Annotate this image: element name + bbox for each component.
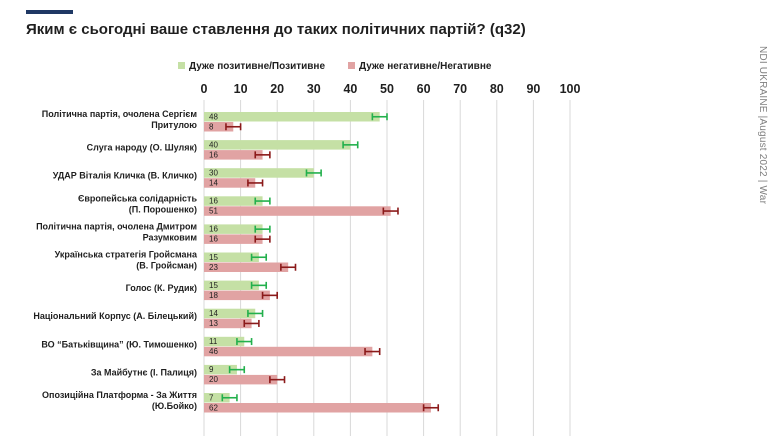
x-tick-label: 50 <box>380 82 394 96</box>
x-tick-label: 20 <box>270 82 284 96</box>
category-label-line: (В. Гройсман) <box>136 261 197 271</box>
bar-positive <box>204 336 245 347</box>
data-label-negative: 23 <box>209 263 218 272</box>
data-label-positive: 14 <box>209 309 218 318</box>
category-label: Політична партія, очолена Дмитром Разумко… <box>36 221 197 242</box>
bar-negative <box>204 178 256 188</box>
x-tick-label: 0 <box>201 82 208 96</box>
bar-negative <box>204 346 373 357</box>
bar-negative <box>204 150 263 160</box>
x-tick-label: 40 <box>343 82 357 96</box>
data-label-positive: 48 <box>209 112 218 121</box>
category-label-line: (П. Порошенко) <box>129 204 197 214</box>
x-tick-label: 100 <box>560 82 581 96</box>
category-label: УДАР Віталія Кличка (В. Кличко) <box>53 171 197 181</box>
bar-positive <box>204 196 263 206</box>
bar-positive <box>204 364 237 375</box>
data-label-positive: 11 <box>209 337 218 346</box>
bar-negative <box>204 234 263 244</box>
category-label: ВО “Батьківщина” (Ю. Тимошенко) <box>41 339 197 349</box>
bar-negative <box>204 262 289 272</box>
category-label-line: Українська стратегія Гройсмана <box>55 250 198 260</box>
bar-negative <box>204 403 431 413</box>
category-label: Слуга народу (О. Шуляк) <box>87 143 197 153</box>
legend-swatch-2 <box>348 62 355 69</box>
category-label-line: Слуга народу (О. Шуляк) <box>87 143 197 153</box>
bar-positive <box>204 393 230 403</box>
bar-negative <box>204 318 252 329</box>
bar-positive <box>204 140 351 150</box>
data-label-positive: 15 <box>209 253 218 262</box>
x-tick-label: 70 <box>453 82 467 96</box>
category-label-line: УДАР Віталія Кличка (В. Кличко) <box>53 171 197 181</box>
category-label: Голос (К. Рудик) <box>126 283 197 293</box>
data-label-negative: 62 <box>209 403 218 412</box>
data-label-positive: 7 <box>209 393 214 402</box>
data-label-negative: 18 <box>209 291 218 300</box>
category-label-line: Європейська солідарність <box>78 193 198 203</box>
category-label-line: Голос (К. Рудик) <box>126 283 197 293</box>
data-label-negative: 16 <box>209 235 218 244</box>
category-label-line: Опозиційна Платформа - За Життя <box>42 390 197 400</box>
legend-swatch-1 <box>178 62 185 69</box>
bar-positive <box>204 112 380 122</box>
data-label-positive: 16 <box>209 225 218 234</box>
legend-label-1: Дуже позитивне/Позитивне <box>189 61 325 72</box>
category-label: Опозиційна Платформа - За Життя (Ю.Бойко) <box>42 390 197 411</box>
accent-bar <box>26 10 73 14</box>
data-label-positive: 30 <box>209 169 218 178</box>
x-tick-label: 80 <box>490 82 504 96</box>
data-label-negative: 16 <box>209 150 218 159</box>
category-label-line: Політична партія, очолена Сергієм <box>42 109 198 119</box>
category-label-line: Національний Корпус (А. Білецький) <box>33 311 197 321</box>
category-label-line: За Майбутнє (І. Палиця) <box>91 367 197 377</box>
legend-label-2: Дуже негативне/Негативне <box>359 61 492 72</box>
bar-negative <box>204 374 278 385</box>
chart-title: Яким є сьогодні ваше ставлення до таких … <box>26 21 526 38</box>
category-label-line: Притулою <box>151 120 197 130</box>
bar-positive <box>204 168 314 178</box>
data-label-negative: 46 <box>209 347 218 356</box>
data-label-positive: 9 <box>209 365 214 374</box>
x-tick-label: 10 <box>234 82 248 96</box>
data-label-negative: 51 <box>209 207 218 216</box>
category-label-line: (Ю.Бойко) <box>152 401 197 411</box>
category-label: Політична партія, очолена Сергієм Притуло… <box>42 109 198 130</box>
bar-positive <box>204 280 259 291</box>
data-label-positive: 15 <box>209 281 218 290</box>
category-label-line: Разумковим <box>143 232 198 242</box>
category-label: Європейська солідарність (П. Порошенко) <box>78 193 198 214</box>
x-tick-label: 90 <box>526 82 540 96</box>
category-label: Національний Корпус (А. Білецький) <box>33 311 197 321</box>
category-label-line: Політична партія, очолена Дмитром <box>36 221 197 231</box>
data-label-positive: 16 <box>209 197 218 206</box>
bar-positive <box>204 252 259 262</box>
category-label-line: ВО “Батьківщина” (Ю. Тимошенко) <box>41 339 197 349</box>
bar-negative <box>204 206 391 216</box>
bar-positive <box>204 308 256 319</box>
bar-negative <box>204 122 234 132</box>
data-label-negative: 8 <box>209 122 214 131</box>
data-label-positive: 40 <box>209 140 218 149</box>
category-label: Українська стратегія Гройсмана (В. Гройсм… <box>55 250 198 271</box>
category-label: За Майбутнє (І. Палиця) <box>91 367 197 377</box>
bar-positive <box>204 224 263 234</box>
bar-negative <box>204 290 270 301</box>
data-label-negative: 20 <box>209 375 218 384</box>
x-tick-label: 60 <box>417 82 431 96</box>
x-tick-label: 30 <box>307 82 321 96</box>
data-label-negative: 14 <box>209 179 218 188</box>
data-label-negative: 13 <box>209 319 218 328</box>
